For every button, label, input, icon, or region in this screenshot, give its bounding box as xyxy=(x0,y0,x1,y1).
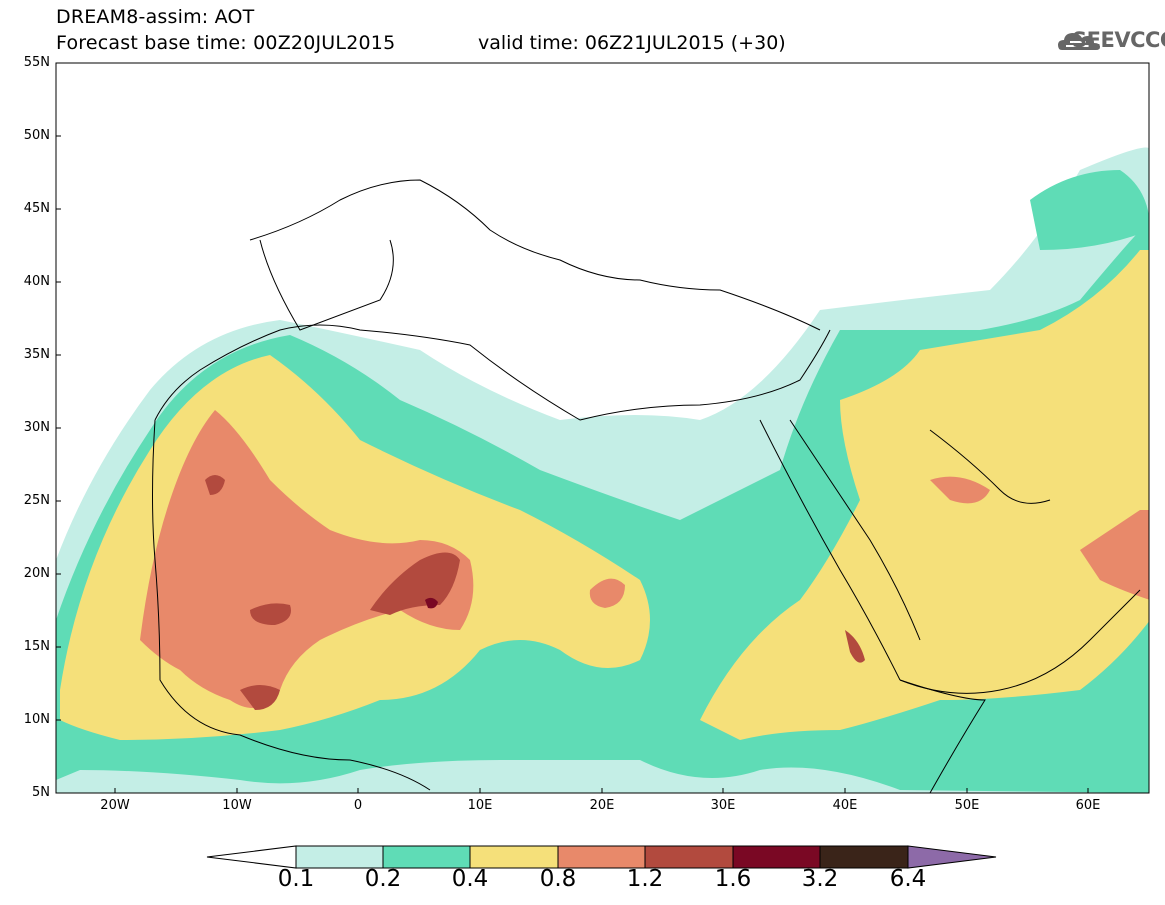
lon-label-0: 0 xyxy=(353,798,363,813)
lon-label-40e: 40E xyxy=(832,798,858,813)
forecast-base-time: Forecast base time: 00Z20JUL2015 xyxy=(56,32,396,54)
persian-gulf-coast xyxy=(929,429,1051,504)
lon-label-60e: 60E xyxy=(1075,798,1101,813)
colorbar-swatch-below xyxy=(206,845,297,869)
colorbar-swatch-0.1 xyxy=(295,845,384,869)
colorbar-swatch-0.2 xyxy=(382,845,471,869)
lat-label-5n: 5N xyxy=(32,785,50,800)
colorbar-label-1.6: 1.6 xyxy=(714,866,752,892)
aot-band-1.6 xyxy=(425,597,438,609)
lat-label-20n: 20N xyxy=(23,566,50,581)
lon-label-20w: 20W xyxy=(100,798,130,813)
lon-label-10e: 10E xyxy=(467,798,493,813)
west-africa-coast xyxy=(152,419,431,791)
aot-band-0.8-sudan xyxy=(589,578,625,608)
colorbar-swatch-0.8 xyxy=(557,845,646,869)
lat-label-55n: 55N xyxy=(23,55,50,70)
arabia-coast xyxy=(899,589,1141,694)
horn-of-africa-coast xyxy=(899,679,986,793)
map-title: DREAM8-assim: AOT xyxy=(56,6,255,28)
aot-band-1.2-red-sea xyxy=(845,630,865,663)
coastlines xyxy=(152,179,1141,793)
europe-coast xyxy=(249,179,821,331)
colorbar-label-0.2: 0.2 xyxy=(364,866,402,892)
colorbar-label-3.2: 3.2 xyxy=(801,866,839,892)
lon-label-10w: 10W xyxy=(222,798,252,813)
north-africa-coast xyxy=(154,324,831,421)
aot-field xyxy=(56,63,1149,793)
colorbar-swatch-1.2 xyxy=(644,845,734,869)
lat-label-30n: 30N xyxy=(23,420,50,435)
lat-label-50n: 50N xyxy=(23,128,50,143)
aot-band-1.2-mauritania xyxy=(205,475,225,495)
aot-band-0.8-gulf xyxy=(930,476,990,504)
lat-label-40n: 40N xyxy=(23,274,50,289)
aot-band-0.4-east xyxy=(700,250,1149,740)
colorbar-swatch-3.2 xyxy=(819,845,909,869)
red-sea-coast xyxy=(759,419,921,681)
colorbar-swatch-above xyxy=(907,845,997,869)
lon-label-30e: 30E xyxy=(710,798,736,813)
colorbar-label-1.2: 1.2 xyxy=(626,866,664,892)
logo-text: SEEVCCC xyxy=(1072,28,1165,52)
aot-band-1.2-niger xyxy=(370,552,460,615)
colorbar-label-0.8: 0.8 xyxy=(539,866,577,892)
lon-label-50e: 50E xyxy=(954,798,980,813)
colorbar-label-0.4: 0.4 xyxy=(451,866,489,892)
colorbar-swatch-0.4 xyxy=(469,845,559,869)
colorbar-label-0.1: 0.1 xyxy=(277,866,315,892)
aot-band-0.8-oman xyxy=(1080,510,1149,600)
colorbar-swatch-1.6 xyxy=(732,845,821,869)
iberia-coast xyxy=(259,239,394,331)
valid-time: valid time: 06Z21JUL2015 (+30) xyxy=(478,32,786,54)
lat-label-10n: 10N xyxy=(23,712,50,727)
axis-ticks xyxy=(56,135,1089,793)
colorbar-label-6.4: 6.4 xyxy=(889,866,927,892)
aot-band-1.2-mali xyxy=(240,685,280,710)
colorbar xyxy=(206,845,997,869)
cloud-icon xyxy=(1058,33,1100,50)
aot-band-1.2 xyxy=(250,603,291,625)
lat-label-15n: 15N xyxy=(23,639,50,654)
lat-label-35n: 35N xyxy=(23,347,50,362)
aot-band-0.2-north xyxy=(1030,170,1149,250)
lon-label-20e: 20E xyxy=(589,798,615,813)
lat-label-25n: 25N xyxy=(23,493,50,508)
lat-label-45n: 45N xyxy=(23,201,50,216)
